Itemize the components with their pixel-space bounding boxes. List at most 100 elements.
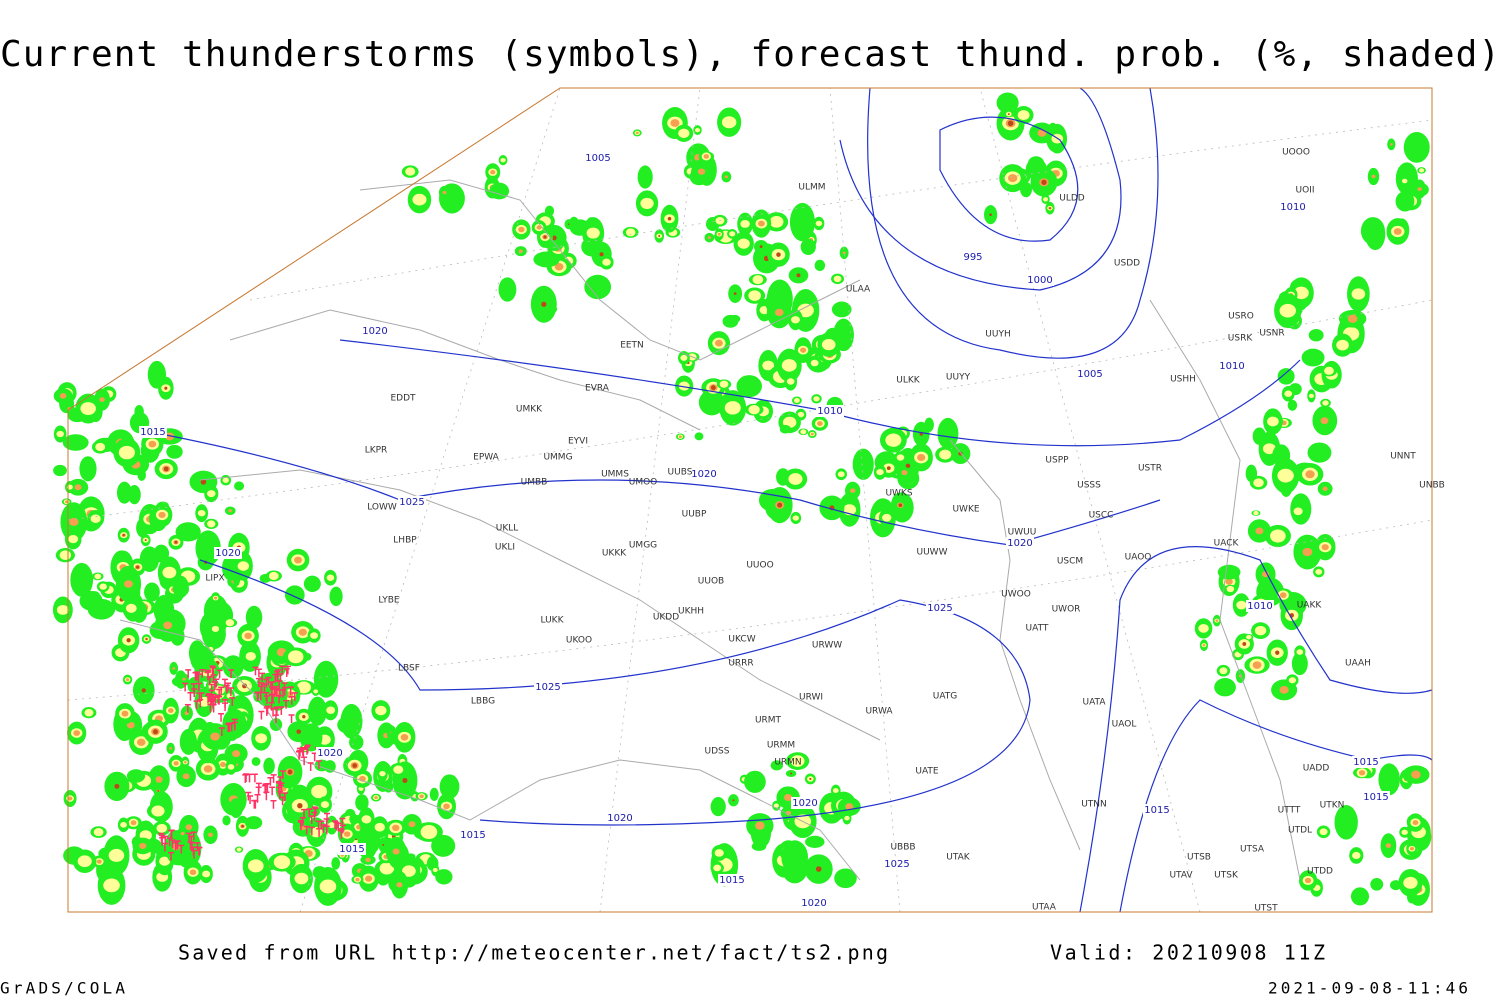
station-code: UTST [1254, 904, 1278, 914]
shade [755, 821, 765, 830]
shade [56, 430, 64, 438]
isobar-label-bg [316, 747, 344, 759]
shade [1395, 191, 1415, 212]
storm-symbol [308, 826, 315, 836]
shade [1217, 564, 1241, 580]
shade [1412, 820, 1419, 826]
shade [419, 794, 424, 799]
shade [719, 380, 729, 388]
shade [442, 190, 447, 195]
isobar-label: 1020 [691, 469, 716, 480]
shade [813, 396, 820, 402]
shade [237, 561, 250, 571]
shade [379, 862, 395, 875]
shade [1305, 470, 1315, 479]
storm-symbol [204, 671, 211, 681]
shade [234, 481, 245, 491]
station-code: UAOO [1125, 553, 1152, 563]
shade [313, 660, 339, 698]
shade [1389, 143, 1393, 146]
storm-symbol [276, 694, 283, 704]
shade [420, 825, 438, 839]
shade [533, 251, 560, 268]
station-code: UAKK [1297, 601, 1323, 611]
shade [939, 449, 952, 460]
shade [762, 360, 775, 371]
shade [543, 235, 547, 239]
shade [1284, 390, 1293, 397]
storm-symbol [288, 696, 295, 705]
isobar [867, 87, 1159, 359]
station-code: LUKK [541, 616, 565, 626]
shade [69, 517, 79, 526]
storm-symbol [257, 691, 264, 701]
storm-symbols [158, 665, 346, 861]
shade [396, 882, 403, 888]
shade [625, 228, 636, 237]
shade [714, 849, 724, 857]
shade [159, 856, 171, 866]
shade [182, 677, 186, 681]
storm-symbol [211, 681, 218, 690]
border [1149, 299, 1301, 881]
shade [885, 433, 902, 447]
storm-symbol [247, 795, 254, 804]
isobar-label-bg [791, 797, 819, 809]
shade [640, 197, 654, 209]
station-code: UWKE [952, 505, 979, 515]
shade [320, 801, 330, 809]
storm-symbol [296, 749, 303, 759]
shade [163, 621, 173, 630]
shade [1252, 661, 1262, 669]
storm-symbol [288, 714, 295, 724]
shade [355, 877, 360, 882]
shade [77, 855, 92, 868]
shade [658, 235, 661, 237]
shade [190, 645, 215, 673]
shade [554, 263, 564, 271]
storm-symbol [191, 688, 198, 697]
storm-symbol [252, 666, 259, 676]
shade [144, 582, 160, 602]
shade [1322, 400, 1329, 406]
shade [90, 514, 101, 523]
shade [733, 292, 737, 296]
isobar-label-bg [1143, 804, 1171, 816]
isobar-label: 1020 [215, 548, 240, 559]
storm-symbol [300, 808, 307, 818]
station-code: LHBP [393, 536, 417, 546]
storm-symbol [263, 707, 270, 716]
shade [232, 750, 241, 758]
isobar-label: 1020 [607, 813, 632, 824]
shade [185, 824, 193, 831]
station-code: LYBE [378, 596, 399, 606]
storm-symbol [339, 824, 346, 834]
station-code: UTDD [1307, 867, 1333, 877]
station-code: EPWA [473, 453, 500, 463]
storm-symbol [216, 695, 223, 705]
shade [1246, 634, 1252, 640]
isobar-label: 1015 [140, 427, 165, 438]
shade [1417, 187, 1422, 192]
station-code: URWI [799, 693, 823, 703]
station-code: URWW [812, 641, 842, 651]
shade [124, 580, 133, 588]
border [949, 439, 1081, 851]
isobar [1119, 699, 1433, 913]
shade [326, 706, 336, 714]
station-code: USHH [1170, 375, 1196, 385]
shade [67, 796, 73, 801]
station-code: UKDD [653, 613, 679, 623]
storm-symbol [193, 700, 200, 710]
shade [1262, 443, 1276, 455]
shade [189, 869, 197, 876]
shade [678, 128, 690, 138]
shade [213, 596, 218, 600]
station-code: UATE [915, 767, 939, 777]
isobar-label-bg [816, 405, 844, 417]
station-code: UAAH [1345, 659, 1371, 669]
shade [1028, 156, 1045, 170]
isobar-label: 1010 [817, 406, 842, 417]
station-code: EDDT [390, 394, 416, 404]
shade [498, 277, 517, 302]
